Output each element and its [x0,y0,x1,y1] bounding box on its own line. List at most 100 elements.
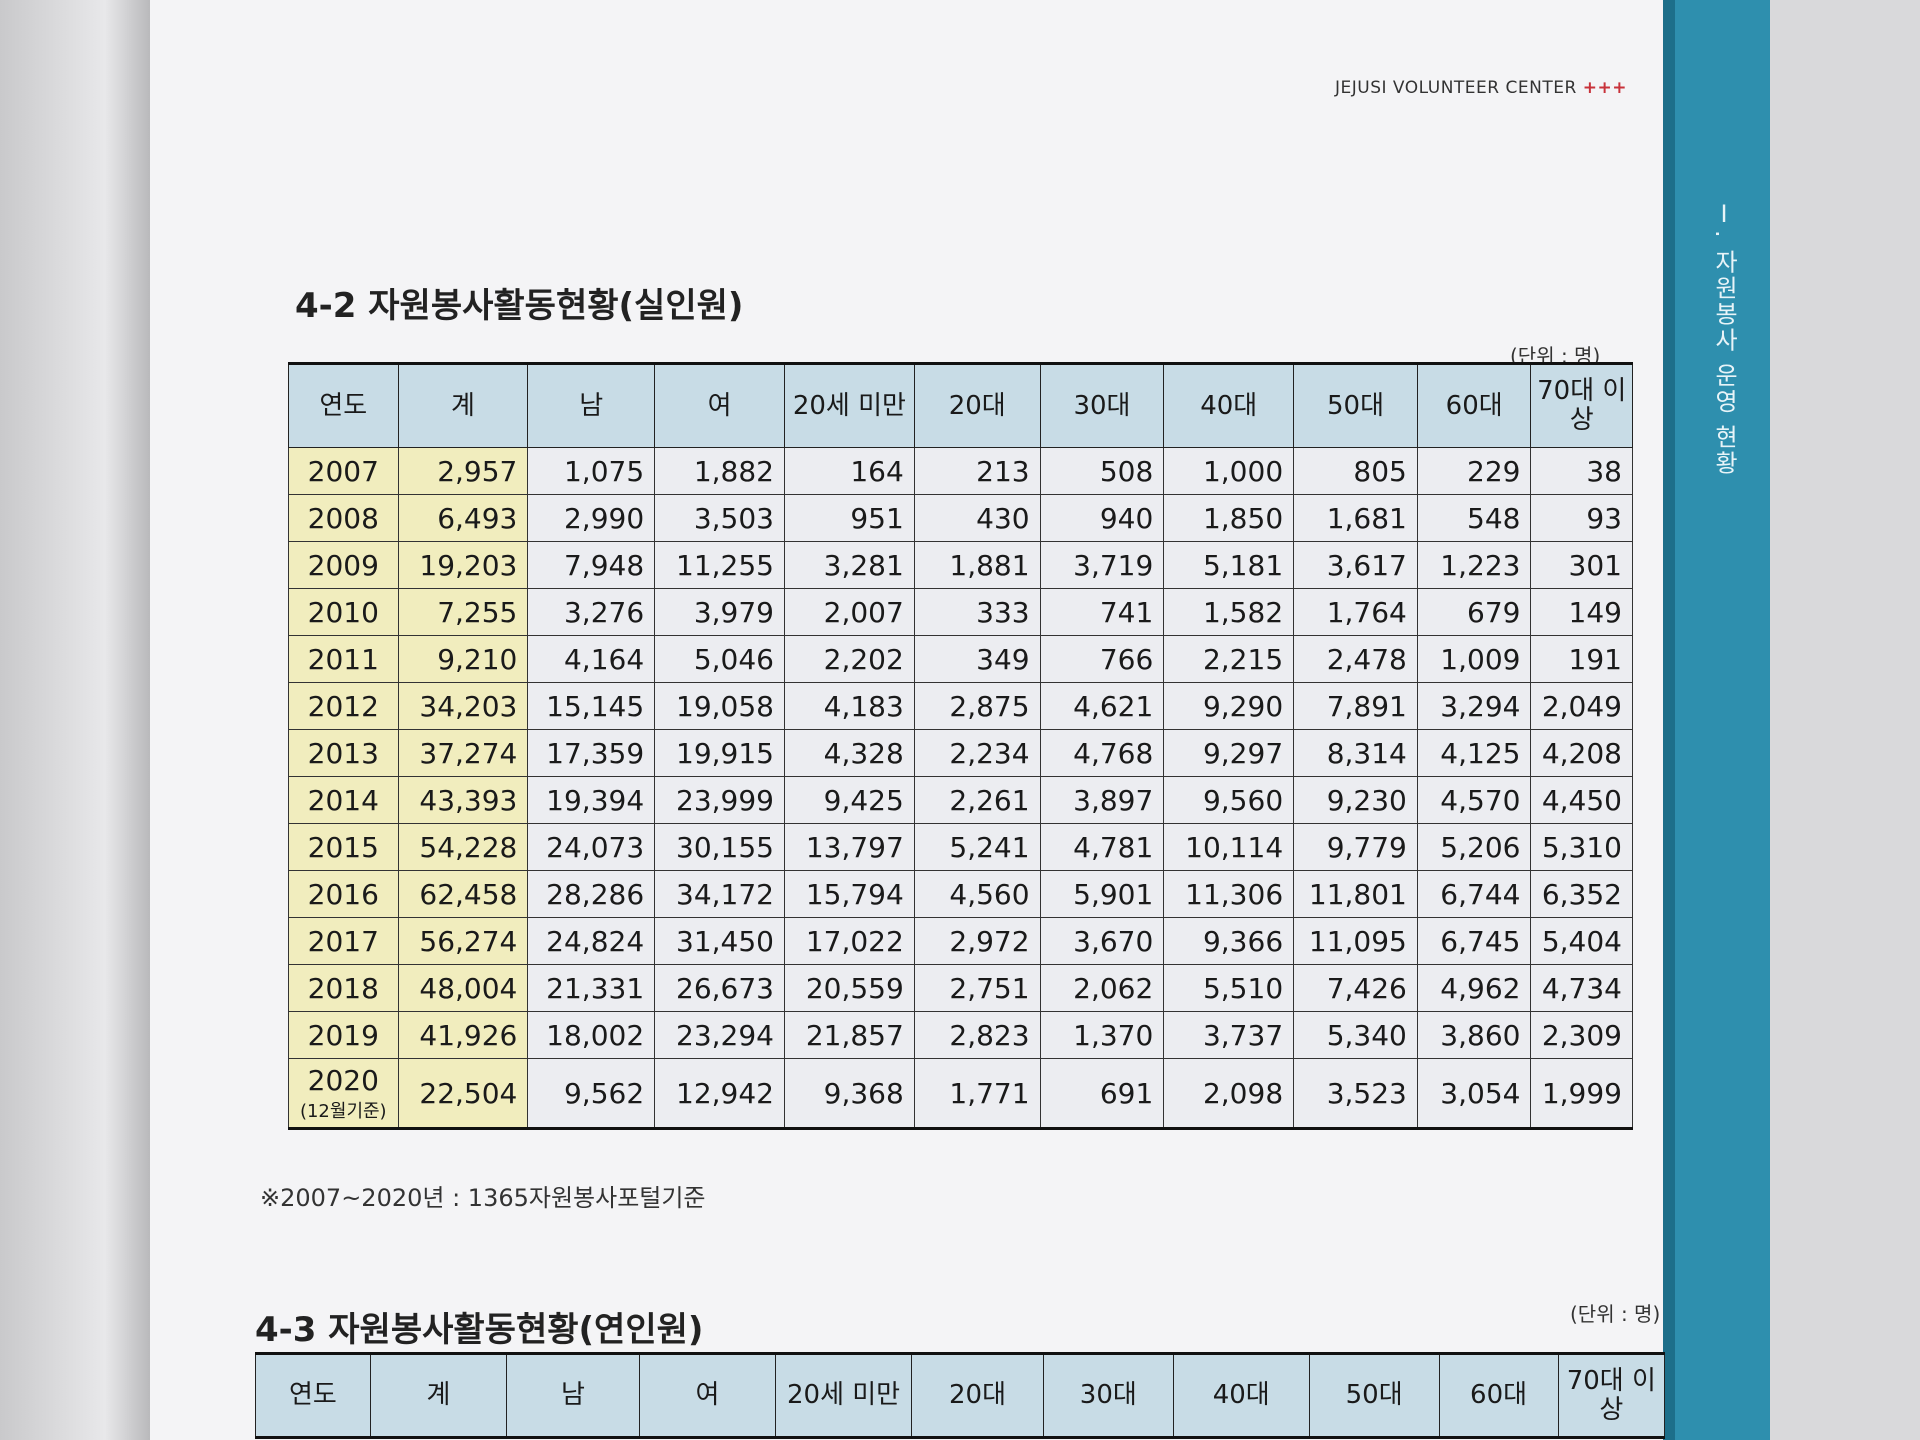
cell-text: 679 [1467,595,1521,629]
value-cell: 9,779 [1293,823,1418,871]
value-cell: 2,957 [397,447,529,495]
value-cell: 741 [1039,588,1165,636]
cell-text: 2015 [307,830,379,864]
cell-text: 2,049 [1541,689,1622,723]
data-row: 2014 43,393 19,394 23,999 9,425 2,261 3,897 9,5… [288,776,1633,824]
header-cell: 계 [369,1353,507,1438]
data-row: 2013 37,274 17,359 19,915 4,328 2,234 4,768 9,2… [288,729,1633,777]
value-cell: 2,478 [1293,635,1418,683]
header-cell: 여 [638,1353,776,1438]
cell-text: 19,203 [419,548,518,582]
data-row: 2016 62,458 28,286 34,172 15,794 4,560 5,901 11… [288,870,1633,918]
cell-text: 1,582 [1202,595,1284,629]
cell-text: 2016 [307,877,379,911]
header-cell: 연도 [255,1353,371,1438]
value-cell: 5,901 [1039,870,1165,918]
value-cell: 2,823 [913,1011,1041,1059]
value-cell: 2,972 [913,917,1041,965]
table-note: ※2007~2020년 : 1365자원봉사포털기준 [260,1184,706,1212]
value-cell: 4,781 [1039,823,1165,871]
value-cell: 38 [1530,447,1633,495]
cell-text: 4,450 [1541,783,1622,817]
data-row: 2011 9,210 4,164 5,046 2,202 349 766 2,215 2,478… [288,635,1633,683]
cell-text: 5,181 [1202,548,1284,582]
header-cell: 남 [527,363,656,448]
cell-text: 3,670 [1073,924,1154,958]
facing-page [0,0,150,1440]
cell-text: 1,882 [693,454,774,488]
value-cell: 7,948 [527,541,656,589]
value-cell: 20,559 [783,964,915,1012]
cell-text: 2008 [307,501,379,535]
value-cell: 213 [913,447,1041,495]
cell-text: 9,562 [563,1076,645,1110]
cell-text: 7,948 [563,548,645,582]
cell-text: 9,779 [1326,830,1407,864]
cell-text: 6,745 [1440,924,1521,958]
value-cell: 30,155 [654,823,785,871]
value-cell: 1,582 [1163,588,1295,636]
value-cell: 19,058 [654,682,785,730]
cell-text: 56,274 [419,924,518,958]
cell-text: 6,352 [1541,877,1622,911]
year-cell: 2020 (12월기준) [288,1058,399,1129]
header-cell: 40대 [1172,1353,1310,1438]
value-cell: 5,241 [913,823,1041,871]
cell-text: 18,002 [546,1018,645,1052]
cell-text: 9,230 [1326,783,1407,817]
cell-text: 548 [1467,501,1521,535]
section-title: 4-3 자원봉사활동현황(연인원) [255,1310,704,1350]
value-cell: 5,510 [1163,964,1295,1012]
year-cell: 2019 [288,1011,399,1059]
cell-text: 5,046 [693,642,774,676]
value-cell: 3,737 [1163,1011,1295,1059]
cell-text: 5,404 [1541,924,1622,958]
data-row: 2012 34,203 15,145 19,058 4,183 2,875 4,621 9,2… [288,682,1633,730]
value-cell: 37,274 [397,729,529,777]
cell-text: 2,098 [1202,1076,1284,1110]
value-cell: 48,004 [397,964,529,1012]
data-table: 연도 계 남 여 20세 미만 20대 30대 40대 50대 60대 70대 이상 2007 2,95… [288,362,1633,1130]
unit-label: (단위 : 명) [1570,1302,1661,1326]
value-cell: 56,274 [397,917,529,965]
data-row: 2008 6,493 2,990 3,503 951 430 940 1,850 1,681 54… [288,494,1633,542]
header-cell: 여 [654,363,785,448]
running-header: JEJUSI VOLUNTEER CENTER +++ [1335,78,1627,98]
cell-text: 3,860 [1440,1018,1521,1052]
value-cell: 679 [1416,588,1532,636]
band-edge [1663,0,1675,1440]
value-cell: 7,255 [397,588,529,636]
data-row: 2019 41,926 18,002 23,294 21,857 2,823 1,370 3,… [288,1011,1633,1059]
value-cell: 43,393 [397,776,529,824]
value-cell: 7,426 [1293,964,1418,1012]
cell-text: 11,801 [1308,877,1407,911]
value-cell: 2,049 [1530,682,1633,730]
cell-text: 24,824 [546,924,645,958]
cell-text: 22,504 [419,1076,518,1110]
value-cell: 18,002 [527,1011,656,1059]
cell-text: 20,559 [805,971,904,1005]
cell-text: 3,276 [563,595,645,629]
header-cell: 30대 [1039,363,1165,448]
cell-text: 766 [1099,642,1154,676]
value-cell: 149 [1530,588,1633,636]
cell-text: 213 [976,454,1030,488]
value-cell: 6,493 [397,494,529,542]
value-cell: 15,145 [527,682,656,730]
value-cell: 951 [783,494,915,542]
header-cell: 70대 이상 [1557,1353,1666,1438]
cell-text: 2,990 [563,501,645,535]
cell-text: 951 [850,501,904,535]
cell-text: 2010 [307,595,379,629]
value-cell: 2,098 [1163,1058,1295,1129]
cell-text: 12,942 [676,1076,774,1110]
cell-text: 3,503 [693,501,774,535]
value-cell: 23,999 [654,776,785,824]
value-cell: 4,734 [1530,964,1633,1012]
header-cell: 연도 [288,363,399,448]
value-cell: 1,850 [1163,494,1295,542]
header-cell: 30대 [1042,1353,1174,1438]
cell-text: 15,145 [546,689,645,723]
value-cell: 6,744 [1416,870,1532,918]
cell-text: 5,901 [1073,877,1154,911]
